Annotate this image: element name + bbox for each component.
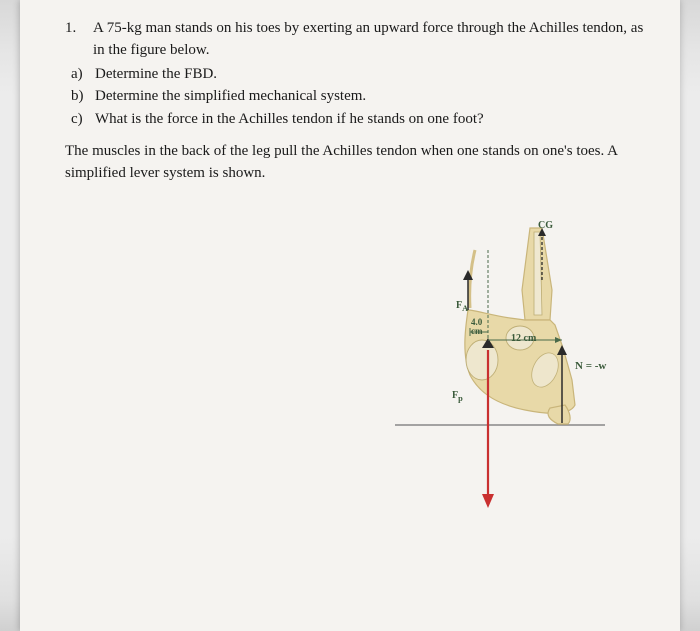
- context-text: The muscles in the back of the leg pull …: [65, 141, 650, 185]
- heel-bone: [466, 340, 498, 380]
- part-text: Determine the FBD.: [95, 64, 217, 86]
- label-4cm-unit: cm: [471, 326, 483, 336]
- question-main: 1. A 75-kg man stands on his toes by exe…: [65, 18, 650, 62]
- label-4cm: 4.0 cm: [471, 318, 483, 336]
- label-nw: N = -w: [575, 360, 606, 372]
- question-block: 1. A 75-kg man stands on his toes by exe…: [65, 18, 650, 131]
- part-letter: a): [71, 64, 95, 86]
- question-part-a: a) Determine the FBD.: [65, 64, 650, 86]
- toe-shape: [548, 405, 570, 424]
- question-main-text: A 75-kg man stands on his toes by exerti…: [93, 18, 650, 62]
- question-number: 1.: [65, 18, 93, 62]
- label-fp-sub: p: [458, 394, 463, 403]
- label-fp: Fp: [452, 390, 463, 403]
- part-letter: c): [71, 109, 95, 131]
- question-part-c: c) What is the force in the Achilles ten…: [65, 109, 650, 131]
- label-fa: FA: [456, 300, 468, 313]
- foot-diagram: CG FA 4.0 cm 12 cm N = -w Fp: [390, 220, 640, 520]
- fp-force-arrowhead: [482, 494, 494, 508]
- label-12cm: 12 cm: [511, 333, 536, 344]
- part-text: Determine the simplified mechanical syst…: [95, 86, 366, 108]
- question-part-b: b) Determine the simplified mechanical s…: [65, 86, 650, 108]
- part-text: What is the force in the Achilles tendon…: [95, 109, 484, 131]
- part-letter: b): [71, 86, 95, 108]
- label-fa-sub: A: [462, 304, 468, 313]
- label-cg: CG: [538, 220, 553, 231]
- paper-page: 1. A 75-kg man stands on his toes by exe…: [20, 0, 680, 631]
